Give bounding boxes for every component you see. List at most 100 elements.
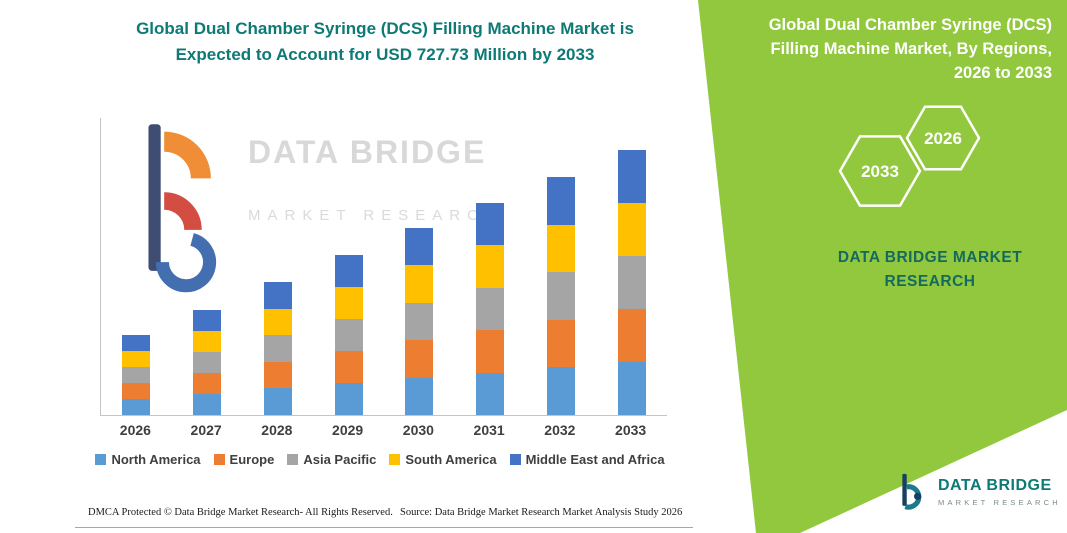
x-tick-label: 2031 xyxy=(473,422,505,438)
x-tick-label: 2032 xyxy=(544,422,576,438)
right-panel-title: Global Dual Chamber Syringe (DCS) Fillin… xyxy=(740,14,1052,86)
bar-segment-europe xyxy=(476,330,505,373)
bar-segment-europe xyxy=(122,383,151,399)
hexagon-2026-label: 2026 xyxy=(924,129,962,148)
page-title-line1: Global Dual Chamber Syringe (DCS) Fillin… xyxy=(136,19,634,38)
x-tick-label: 2028 xyxy=(261,422,293,438)
bar-segment-middle-east-and-africa xyxy=(122,335,151,351)
page-title: Global Dual Chamber Syringe (DCS) Fillin… xyxy=(70,16,700,69)
stacked-bar-2026 xyxy=(122,335,151,415)
bar-segment-middle-east-and-africa xyxy=(334,255,363,287)
legend-item: North America xyxy=(95,452,201,467)
dmca-text: DMCA Protected © Data Bridge Market Rese… xyxy=(88,507,393,518)
bar-segment-south-america xyxy=(122,351,151,367)
year-hexagons: 2033 2026 xyxy=(838,105,981,207)
databridge-logo-icon xyxy=(902,473,922,510)
bar-segment-north-america xyxy=(193,394,222,415)
bar-segment-middle-east-and-africa xyxy=(263,282,292,309)
bar-segment-asia-pacific xyxy=(405,302,434,341)
databridge-watermark-icon xyxy=(148,124,217,293)
legend-item: Asia Pacific xyxy=(287,452,376,467)
page-title-line2: Expected to Account for USD 727.73 Milli… xyxy=(175,45,595,65)
x-tick-label: 2033 xyxy=(615,422,647,438)
legend-item: Middle East and Africa xyxy=(509,452,665,467)
bar-slot-2028 xyxy=(243,118,314,415)
bar-segment-asia-pacific xyxy=(546,272,575,320)
source-text: Source: Data Bridge Market Research Mark… xyxy=(400,507,683,518)
bar-segment-south-america xyxy=(546,224,575,273)
legend-swatch xyxy=(389,454,401,465)
bar-segment-asia-pacific xyxy=(263,335,292,362)
bar-slot-2030 xyxy=(384,118,455,415)
bar-segment-europe xyxy=(263,361,292,389)
logo-name: DATA BRIDGE xyxy=(938,477,1052,494)
bar-segment-middle-east-and-africa xyxy=(546,177,575,225)
hexagon-2033-outline xyxy=(838,135,922,207)
legend-swatch xyxy=(213,454,225,465)
bar-segment-south-america xyxy=(405,265,434,303)
legend-label: South America xyxy=(405,452,497,467)
watermark-line1: DATA BRIDGE xyxy=(248,134,487,170)
bar-segment-europe xyxy=(405,340,434,378)
bar-segment-north-america xyxy=(263,388,292,415)
bar-segment-south-america xyxy=(263,308,292,336)
brand-text-line1: DATA BRIDGE MARKET xyxy=(837,249,1023,266)
bar-segment-asia-pacific xyxy=(617,256,646,309)
bar-slot-2029 xyxy=(313,118,384,415)
bar-segment-europe xyxy=(334,351,363,383)
bar-segment-south-america xyxy=(193,331,222,352)
hexagon-2026-outline xyxy=(905,105,981,171)
bar-segment-south-america xyxy=(334,287,363,319)
legend-label: Europe xyxy=(229,452,275,467)
legend-item: South America xyxy=(389,452,497,467)
bar-slot-2026 xyxy=(101,118,172,415)
legend-item: Europe xyxy=(213,452,275,467)
bar-segment-north-america xyxy=(122,399,151,415)
bar-segment-north-america xyxy=(546,367,575,415)
bar-slot-2033 xyxy=(596,118,667,415)
bar-segment-asia-pacific xyxy=(193,352,222,373)
bar-segment-asia-pacific xyxy=(476,287,505,331)
brand-text-line2: RESEARCH xyxy=(884,273,976,291)
bar-segment-north-america xyxy=(334,383,363,415)
x-tick-label: 2030 xyxy=(402,422,434,438)
chart-legend: North America Europe Asia Pacific South Ame… xyxy=(60,452,700,467)
bar-segment-north-america xyxy=(476,372,505,415)
bar-slot-2027 xyxy=(172,118,243,415)
stacked-bar-2027 xyxy=(193,310,222,415)
watermark: DATA BRIDGE MARKET RESEARCH xyxy=(138,120,503,296)
stacked-bar-2028 xyxy=(263,282,292,415)
bar-segment-asia-pacific xyxy=(334,319,363,351)
bar-segment-middle-east-and-africa xyxy=(405,228,434,266)
right-title-line2: Filling Machine Market, By Regions, xyxy=(770,39,1052,58)
stacked-bar-2029 xyxy=(334,255,363,415)
bar-segment-asia-pacific xyxy=(122,367,151,383)
footer-divider xyxy=(75,527,693,528)
bar-segment-europe xyxy=(546,319,575,368)
bar-slot-2031 xyxy=(455,118,526,415)
right-title-line3: 2026 to 2033 xyxy=(953,63,1052,82)
bar-segment-north-america xyxy=(617,362,646,415)
stacked-bar-2030 xyxy=(405,228,434,415)
x-axis-labels: 2026 2027 2028 2029 2030 2031 2032 2033 xyxy=(100,422,666,438)
bar-segment-middle-east-and-africa xyxy=(193,310,222,331)
plot-area xyxy=(100,118,667,416)
x-tick-label: 2029 xyxy=(332,422,364,438)
logo-tagline: MARKET RESEARCH xyxy=(938,498,1061,507)
legend-swatch xyxy=(287,454,299,465)
legend-label: North America xyxy=(111,452,201,467)
legend-label: Middle East and Africa xyxy=(525,452,665,467)
stacked-bar-2032 xyxy=(546,177,575,415)
legend-swatch xyxy=(509,454,521,465)
bar-segment-south-america xyxy=(617,203,646,256)
stacked-bar-2033 xyxy=(617,149,646,415)
watermark-text: DATA BRIDGE MARKET RESEARCH xyxy=(248,120,503,296)
bar-segment-south-america xyxy=(476,245,505,288)
bar-segment-middle-east-and-africa xyxy=(476,203,505,246)
databridge-logo: DATA BRIDGE MARKET RESEARCH xyxy=(898,472,1061,512)
hexagon-2033-label: 2033 xyxy=(861,162,899,181)
bar-slot-2032 xyxy=(526,118,597,415)
legend-label: Asia Pacific xyxy=(303,452,377,467)
legend-swatch xyxy=(95,454,107,465)
